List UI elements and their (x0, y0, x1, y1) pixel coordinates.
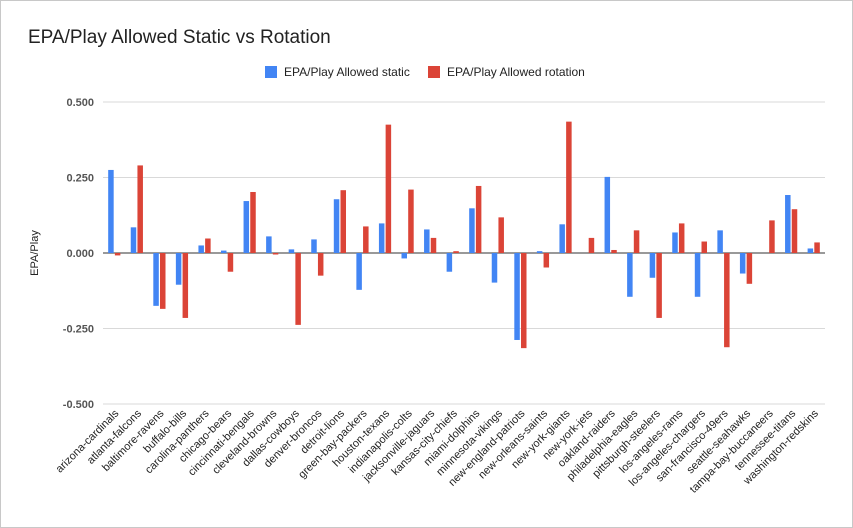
bar-rotation (137, 165, 143, 253)
bar-static (378, 223, 385, 253)
bar-static (604, 176, 611, 253)
bar-static (469, 208, 475, 253)
bar-static (220, 250, 227, 253)
bar-static (288, 249, 295, 253)
bar-static (717, 230, 723, 253)
bar-rotation (521, 253, 527, 349)
bar-rotation (611, 249, 617, 253)
bar-static (649, 253, 656, 278)
bar-static (356, 253, 362, 290)
bar-rotation (430, 237, 437, 253)
bars (108, 121, 820, 349)
bar-rotation (543, 253, 550, 268)
bar-rotation (791, 209, 798, 253)
bar-static (333, 199, 340, 253)
legend-swatch (265, 66, 277, 78)
bar-rotation (633, 230, 640, 253)
y-axis-label: EPA/Play (29, 230, 41, 276)
y-tick-label: -0.250 (63, 324, 94, 336)
bar-static (807, 248, 814, 253)
bar-static (198, 245, 204, 253)
bar-rotation (475, 185, 482, 253)
bar-rotation (272, 253, 279, 255)
bar-static (739, 253, 746, 274)
bar-static (424, 229, 430, 253)
bar-rotation (588, 237, 595, 253)
bar-rotation (317, 253, 324, 276)
bar-rotation (205, 238, 211, 253)
bar-static (243, 201, 250, 253)
bar-static (536, 251, 543, 253)
x-axis-categories: arizona-cardinalsatlanta-falconsbaltimor… (54, 407, 822, 495)
bar-static (311, 239, 317, 253)
bar-rotation (114, 253, 121, 256)
bar-rotation (814, 242, 820, 253)
bar-static (108, 169, 114, 253)
bar-rotation (182, 253, 189, 318)
y-tick-label: 0.500 (66, 97, 94, 109)
bar-static (130, 227, 137, 253)
bar-rotation (701, 241, 708, 253)
bar-rotation (678, 223, 685, 253)
bar-rotation (566, 121, 572, 253)
y-tick-label: -0.500 (63, 399, 94, 411)
bar-static (401, 253, 407, 259)
legend-label: EPA/Play Allowed rotation (447, 65, 585, 79)
bar-static (694, 253, 701, 297)
chart-title: EPA/Play Allowed Static vs Rotation (28, 27, 331, 48)
bar-static (514, 253, 520, 340)
bar-static (446, 253, 453, 272)
bar-rotation (250, 191, 256, 253)
bar-static (153, 253, 159, 306)
legend-label: EPA/Play Allowed static (284, 65, 410, 79)
bar-rotation (453, 251, 459, 253)
bar-rotation (408, 189, 414, 253)
bar-static (672, 232, 678, 253)
bar-rotation (227, 253, 234, 272)
bar-rotation (340, 190, 347, 253)
bar-static (559, 224, 565, 253)
bar-rotation (498, 217, 504, 253)
bar-rotation (746, 253, 753, 284)
bar-static (627, 253, 633, 297)
y-tick-label: 0.000 (66, 248, 94, 260)
bar-static (491, 253, 498, 283)
bar-static (175, 253, 182, 285)
bar-rotation (160, 253, 166, 309)
bar-static (266, 236, 272, 253)
gridlines (103, 101, 825, 405)
y-axis-ticks: 0.500 0.250 0.000 -0.250 -0.500 (63, 97, 94, 411)
y-tick-label: 0.250 (66, 173, 94, 185)
legend-swatch (428, 66, 440, 78)
bar-rotation (769, 220, 775, 253)
bar-rotation (363, 226, 369, 253)
bar-rotation (385, 124, 392, 254)
bar-rotation (656, 253, 662, 318)
bar-rotation (295, 253, 301, 325)
bar-rotation (724, 253, 730, 348)
bar-static (785, 195, 791, 253)
legend: EPA/Play Allowed static EPA/Play Allowed … (265, 65, 585, 79)
